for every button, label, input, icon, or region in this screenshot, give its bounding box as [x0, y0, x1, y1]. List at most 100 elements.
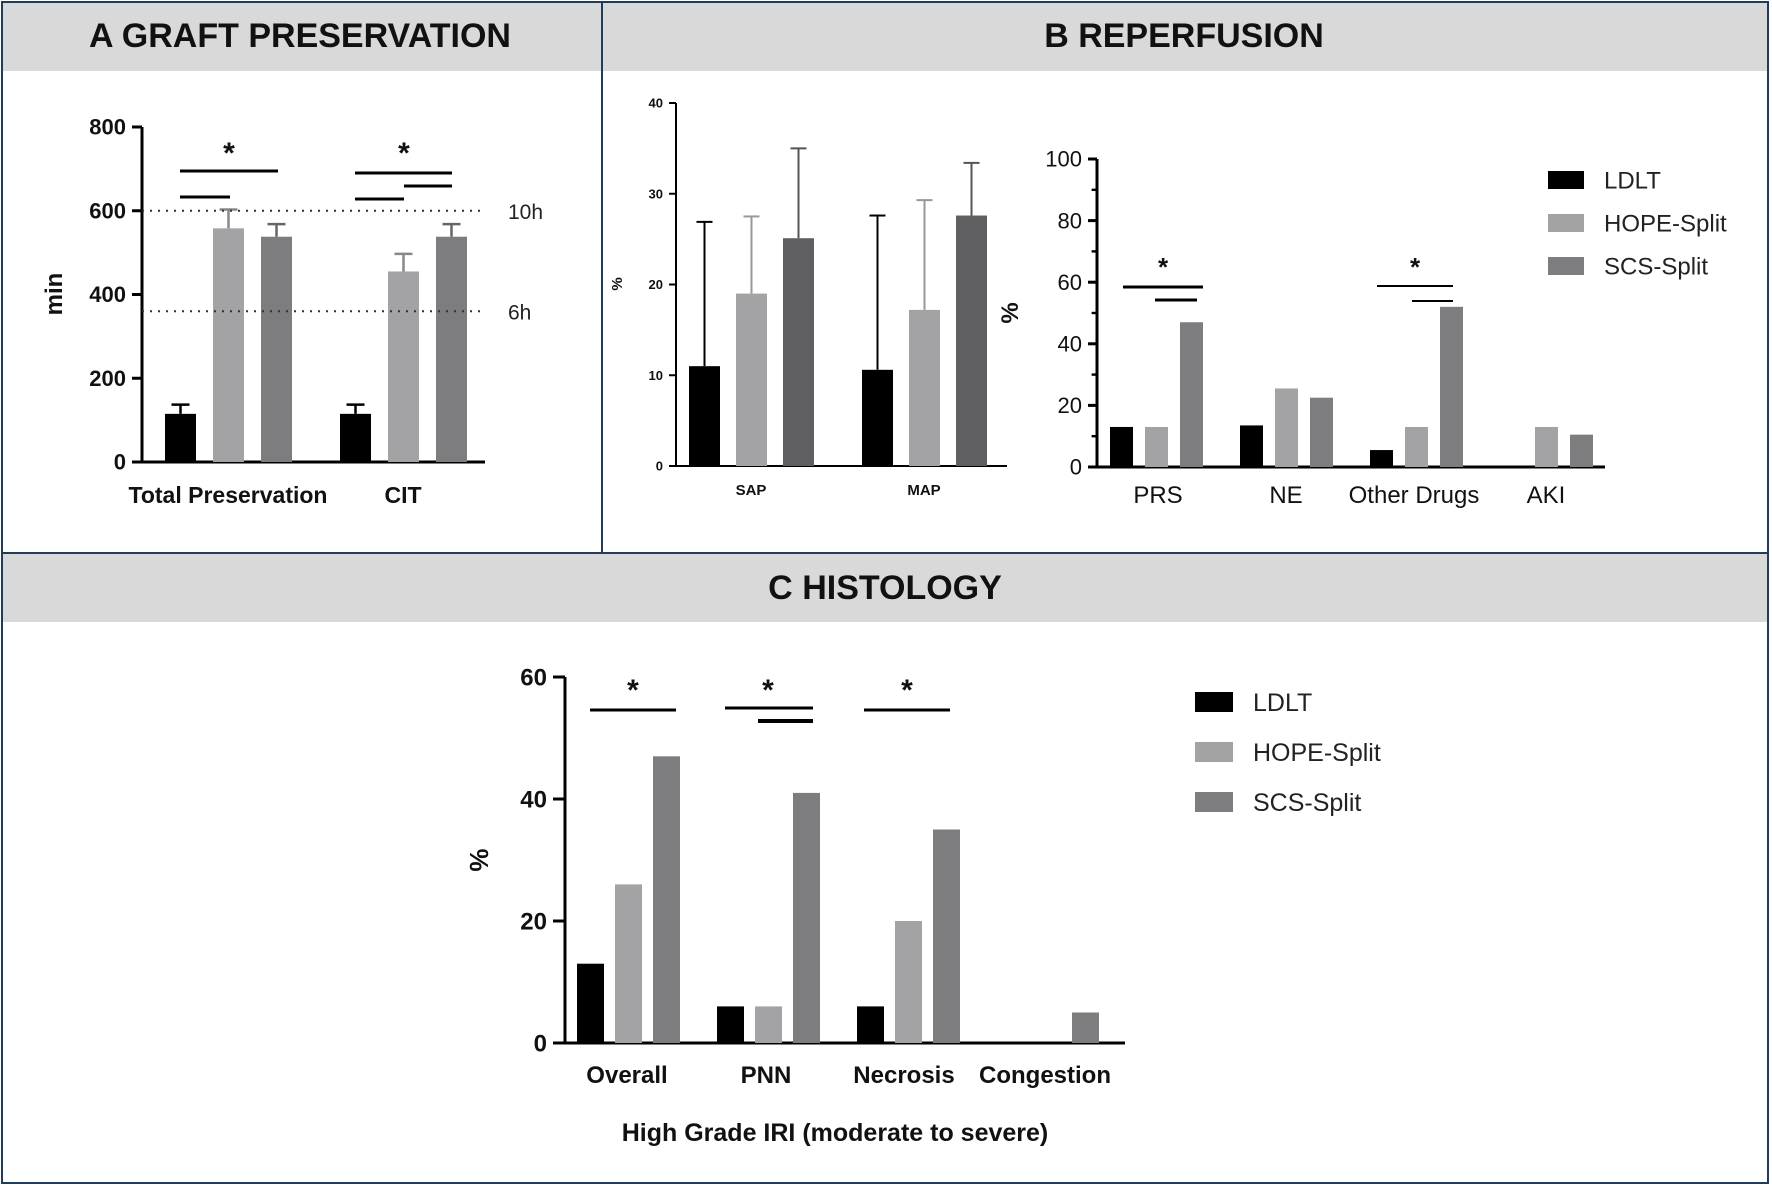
- legend-swatch-1: [1548, 214, 1584, 232]
- y-tick-label: 10: [649, 368, 663, 383]
- panel-c-header: [3, 554, 1767, 622]
- bar-necrosis-0: [857, 1006, 884, 1043]
- y-tick-label: 0: [1070, 455, 1082, 480]
- x-axis-label: High Grade IRI (moderate to severe): [622, 1119, 1049, 1147]
- legend-label: LDLT: [1604, 168, 1661, 195]
- x-category-label: CIT: [384, 482, 421, 508]
- bar-sap-2: [783, 238, 814, 466]
- bar-total-preservation-0: [165, 413, 196, 462]
- y-tick-label: 100: [1045, 147, 1082, 172]
- bar-ne-2: [1310, 397, 1333, 467]
- chart-b2-reperfusion-events: 0 20 40 60 80 100% PRS NE Other Drugs AKI * *: [997, 147, 1605, 509]
- x-category-label: NE: [1269, 482, 1302, 509]
- bar-other-drugs-1: [1405, 426, 1428, 467]
- x-category-label: PRS: [1133, 482, 1182, 509]
- bar-sap-1: [736, 293, 767, 466]
- y-axis-label: min: [41, 273, 68, 316]
- y-tick-label: 200: [89, 366, 126, 391]
- x-category-label: MAP: [907, 482, 940, 499]
- x-category-label: AKI: [1527, 482, 1566, 509]
- y-tick-label: 80: [1058, 208, 1082, 233]
- y-axis-label: %: [997, 302, 1024, 323]
- legend-label: HOPE-Split: [1253, 739, 1381, 767]
- y-tick-label: 30: [649, 186, 663, 201]
- bar-prs-1: [1145, 426, 1168, 467]
- panel-b-header: [603, 3, 1767, 71]
- bar-cit-1: [388, 271, 419, 462]
- bar-prs-2: [1180, 322, 1203, 467]
- x-category-label: Congestion: [979, 1062, 1111, 1089]
- y-tick-label: 40: [1058, 332, 1082, 357]
- legend-swatch-0: [1195, 692, 1233, 712]
- bar-necrosis-2: [933, 829, 960, 1043]
- legend-swatch-0: [1548, 171, 1584, 189]
- y-tick-label: 60: [520, 664, 547, 691]
- bar-ne-1: [1275, 388, 1298, 467]
- legend-c: LDLT HOPE-Split SCS-Split: [1195, 689, 1381, 817]
- legend-swatch-2: [1548, 257, 1584, 275]
- bar-cit-0: [340, 413, 371, 462]
- significance-star: *: [627, 674, 639, 707]
- legend-swatch-2: [1195, 792, 1233, 812]
- x-category-label: Total Preservation: [129, 482, 328, 508]
- bar-aki-1: [1535, 426, 1558, 467]
- bar-overall-0: [577, 963, 604, 1043]
- significance-star: *: [223, 137, 235, 170]
- bar-other-drugs-0: [1370, 450, 1393, 467]
- x-category-label: Overall: [586, 1062, 667, 1089]
- y-tick-label: 0: [656, 459, 663, 474]
- y-tick-label: 0: [534, 1030, 547, 1057]
- chart-a-graft-preservation: 0 200 400 600 800 min Total Preservation CIT 10h…: [41, 115, 543, 508]
- y-tick-label: 800: [89, 115, 126, 140]
- significance-star: *: [1410, 252, 1421, 282]
- bar-pnn-1: [755, 1006, 782, 1043]
- significance-star: *: [762, 674, 774, 707]
- legend-label: SCS-Split: [1253, 789, 1361, 817]
- bar-sap-0: [689, 366, 720, 466]
- y-tick-label: 20: [1058, 393, 1082, 418]
- y-axis-label: %: [609, 277, 626, 290]
- bar-map-2: [956, 215, 987, 466]
- x-category-label: Necrosis: [853, 1062, 954, 1089]
- bar-overall-1: [615, 884, 642, 1043]
- bar-other-drugs-2: [1440, 306, 1463, 467]
- significance-star: *: [901, 674, 913, 707]
- x-category-label: Other Drugs: [1349, 482, 1480, 509]
- y-tick-label: 20: [649, 277, 663, 292]
- y-tick-label: 60: [1058, 270, 1082, 295]
- bar-prs-0: [1110, 426, 1133, 467]
- y-tick-label: 400: [89, 282, 126, 307]
- chart-c-histology: 0 20 40 60% Overall PNN Necrosis Congestion High…: [464, 664, 1125, 1147]
- significance-star: *: [398, 137, 410, 170]
- bar-pnn-0: [717, 1006, 744, 1043]
- reference-line-label: 6h: [508, 301, 531, 324]
- x-category-label: PNN: [741, 1062, 792, 1089]
- y-tick-label: 600: [89, 198, 126, 223]
- y-tick-label: 0: [114, 450, 126, 475]
- bar-total-preservation-2: [261, 236, 292, 462]
- bar-cit-2: [436, 236, 467, 462]
- chart-b1-blood-pressure: 0 10 20 30 40% SAP MAP: [609, 96, 1007, 499]
- legend-label: SCS-Split: [1604, 254, 1708, 281]
- y-tick-label: 40: [520, 786, 547, 813]
- legend-label: LDLT: [1253, 689, 1312, 717]
- panel-b-title: B REPERFUSION: [1044, 17, 1324, 55]
- bar-overall-2: [653, 756, 680, 1043]
- bar-total-preservation-1: [213, 228, 244, 462]
- bar-aki-2: [1570, 434, 1593, 467]
- x-category-label: SAP: [736, 482, 767, 499]
- bar-congestion-2: [1072, 1012, 1099, 1043]
- legend-label: HOPE-Split: [1604, 211, 1727, 238]
- panel-a-title: A GRAFT PRESERVATION: [89, 17, 511, 55]
- bar-pnn-2: [793, 792, 820, 1043]
- panel-c-title: C HISTOLOGY: [768, 569, 1002, 607]
- bar-map-0: [862, 369, 893, 466]
- y-axis-label: %: [464, 848, 494, 871]
- bar-ne-0: [1240, 425, 1263, 467]
- panel-a-header: [3, 3, 601, 71]
- legend-swatch-1: [1195, 742, 1233, 762]
- reference-line-label: 10h: [508, 201, 543, 224]
- bar-necrosis-1: [895, 921, 922, 1043]
- legend-b: LDLT HOPE-Split SCS-Split: [1548, 168, 1727, 281]
